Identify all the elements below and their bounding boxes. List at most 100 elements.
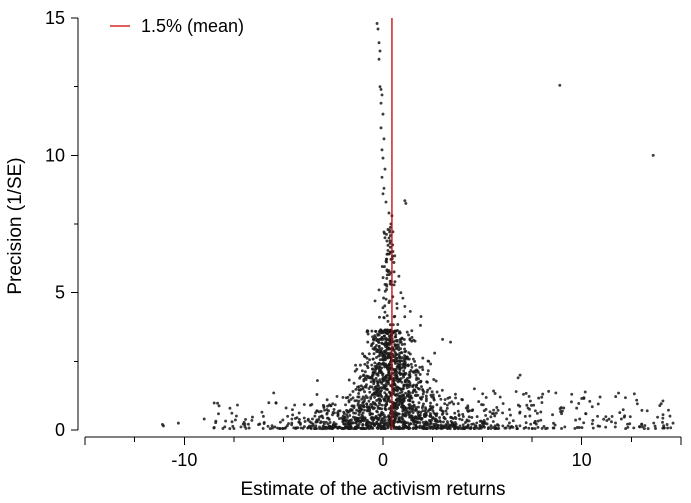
data-point bbox=[400, 420, 404, 424]
data-point bbox=[551, 413, 554, 417]
y-tick-label: 15 bbox=[45, 8, 65, 28]
data-point bbox=[404, 357, 408, 360]
data-point bbox=[422, 414, 426, 418]
data-point bbox=[284, 425, 288, 429]
data-point bbox=[362, 373, 366, 377]
data-point bbox=[411, 417, 415, 420]
data-point bbox=[385, 239, 389, 243]
data-point bbox=[377, 41, 381, 45]
data-point bbox=[469, 426, 473, 430]
data-point bbox=[412, 426, 415, 430]
data-point bbox=[350, 408, 353, 412]
data-point bbox=[437, 394, 441, 398]
data-point bbox=[435, 412, 439, 416]
data-point bbox=[514, 424, 518, 428]
data-point bbox=[552, 421, 555, 425]
data-point bbox=[361, 422, 365, 426]
data-point bbox=[392, 391, 396, 394]
data-point bbox=[591, 426, 595, 430]
data-point bbox=[605, 419, 609, 423]
data-point bbox=[372, 371, 375, 375]
data-point bbox=[314, 424, 318, 428]
data-point bbox=[162, 424, 165, 428]
data-point bbox=[370, 342, 374, 346]
data-point bbox=[422, 390, 426, 394]
data-point bbox=[271, 426, 274, 430]
data-point bbox=[388, 391, 392, 394]
data-point bbox=[380, 403, 384, 407]
data-point bbox=[577, 401, 581, 405]
data-point bbox=[530, 403, 533, 407]
data-point bbox=[403, 347, 406, 351]
data-point bbox=[310, 402, 314, 406]
data-point bbox=[293, 416, 297, 420]
data-point bbox=[501, 411, 505, 415]
data-point bbox=[493, 427, 497, 431]
data-point bbox=[392, 329, 396, 333]
data-point bbox=[501, 424, 505, 428]
data-point bbox=[380, 418, 384, 422]
axes-layer: 0 5 10 15 -10 0 10 bbox=[45, 8, 682, 470]
data-point bbox=[489, 415, 493, 419]
data-point bbox=[558, 83, 562, 87]
data-point bbox=[420, 385, 423, 389]
data-point bbox=[374, 402, 378, 406]
data-point bbox=[388, 225, 392, 229]
data-point bbox=[397, 402, 401, 406]
data-point bbox=[414, 390, 418, 394]
data-point bbox=[515, 427, 519, 431]
data-point bbox=[384, 422, 388, 426]
data-point bbox=[326, 422, 330, 426]
data-point bbox=[541, 392, 545, 396]
data-point bbox=[470, 409, 474, 413]
data-point bbox=[290, 417, 294, 421]
data-point bbox=[388, 338, 392, 342]
data-point bbox=[508, 408, 511, 411]
data-point bbox=[401, 387, 405, 391]
data-point bbox=[656, 415, 660, 419]
data-point bbox=[377, 388, 381, 391]
data-point bbox=[388, 241, 392, 245]
data-point bbox=[413, 393, 417, 397]
data-point bbox=[399, 337, 403, 341]
data-point bbox=[387, 407, 391, 411]
data-point bbox=[297, 411, 301, 415]
data-point bbox=[464, 406, 468, 410]
data-point bbox=[386, 399, 390, 403]
data-point bbox=[386, 330, 390, 334]
data-point bbox=[385, 380, 389, 384]
data-point bbox=[429, 425, 433, 429]
data-point bbox=[372, 387, 376, 391]
data-point bbox=[367, 352, 371, 356]
data-point bbox=[523, 414, 527, 418]
data-point bbox=[424, 423, 428, 427]
data-point bbox=[428, 404, 432, 408]
data-point bbox=[381, 306, 385, 310]
data-point bbox=[406, 411, 410, 415]
data-point bbox=[382, 358, 385, 362]
data-point bbox=[375, 372, 379, 376]
data-point bbox=[640, 422, 644, 426]
data-point bbox=[417, 377, 420, 381]
data-point bbox=[408, 375, 412, 378]
data-point bbox=[467, 419, 471, 423]
data-point bbox=[432, 398, 436, 402]
data-point bbox=[432, 411, 436, 415]
data-point bbox=[351, 390, 355, 393]
data-point bbox=[560, 412, 564, 416]
data-point bbox=[527, 394, 531, 398]
data-point bbox=[379, 398, 382, 402]
data-point bbox=[389, 250, 392, 254]
data-point bbox=[375, 356, 378, 359]
data-point bbox=[348, 393, 352, 397]
data-point bbox=[509, 413, 512, 417]
data-point bbox=[453, 392, 457, 396]
data-point bbox=[393, 335, 397, 339]
data-point bbox=[421, 395, 424, 399]
data-point bbox=[427, 419, 431, 422]
data-point bbox=[407, 351, 411, 355]
data-point bbox=[303, 420, 307, 423]
data-point bbox=[472, 387, 476, 391]
data-point bbox=[331, 402, 335, 406]
data-point bbox=[395, 306, 399, 310]
